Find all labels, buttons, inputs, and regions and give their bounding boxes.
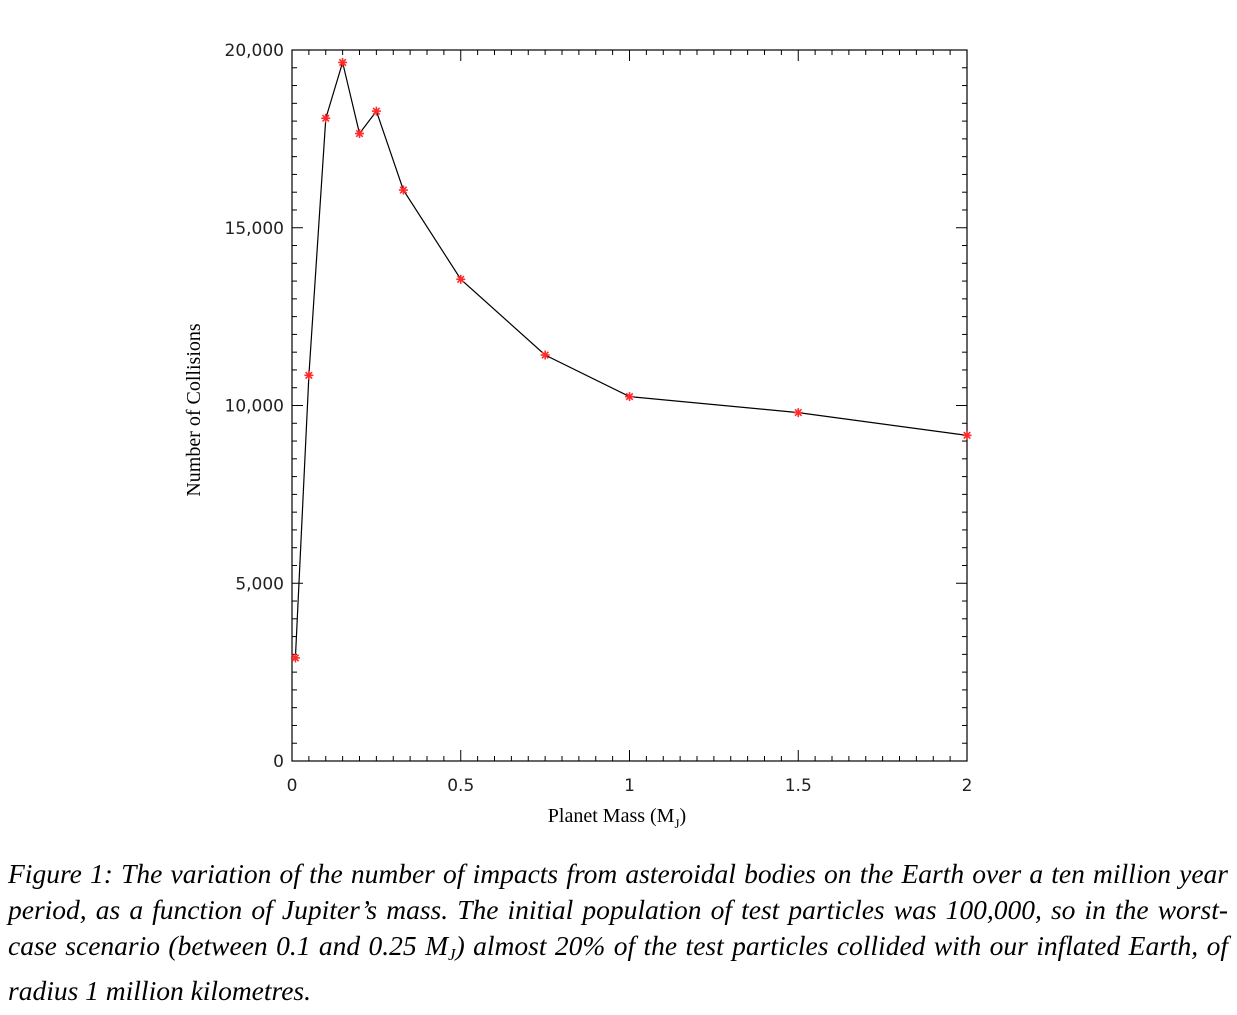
data-point-stroke (625, 392, 634, 401)
y-tick-label: 0 (273, 752, 284, 772)
caption-text: The variation of the number of impacts f… (8, 858, 1228, 961)
axes (291, 49, 968, 762)
tick-labels: 0 5,000 10,000 15,000 20,000 0 0.5 1 1.5 2 (225, 41, 973, 796)
data-point (962, 430, 972, 440)
x-tick-label: 1 (624, 776, 635, 796)
data-point-stroke (321, 114, 330, 123)
figure-caption: Figure 1: The variation of the number of… (8, 856, 1228, 1009)
x-axis-label: Planet Mass (MJ) (548, 805, 686, 831)
data-point-stroke (291, 654, 300, 662)
data-point-stroke (372, 107, 381, 115)
series-line (294, 60, 968, 658)
data-point (304, 370, 314, 380)
data-point (540, 350, 550, 360)
y-tick-label: 20,000 (225, 41, 284, 61)
plot-frame (291, 49, 968, 762)
data-point-stroke (794, 408, 803, 417)
collisions-chart: 0 5,000 10,000 15,000 20,000 0 0.5 1 1.5 2 Planet… (183, 41, 973, 831)
y-tick-label: 5,000 (235, 574, 284, 594)
data-line (294, 60, 968, 658)
data-point-stroke (355, 129, 364, 138)
y-tick-label: 10,000 (225, 397, 284, 417)
data-point-stroke (338, 58, 347, 67)
y-axis-label: Number of Collisions (183, 323, 205, 497)
y-tick-label: 15,000 (225, 219, 284, 239)
ticks (291, 49, 968, 762)
x-tick-label: 2 (962, 776, 973, 796)
data-markers (290, 57, 972, 663)
x-tick-label: 1.5 (785, 776, 812, 796)
data-point (290, 653, 300, 663)
x-tick-label: 0.5 (447, 776, 474, 796)
data-point-stroke (305, 371, 313, 380)
data-point (338, 57, 348, 67)
data-point (625, 392, 634, 402)
data-point (456, 274, 466, 284)
data-point (371, 106, 381, 116)
data-point (321, 113, 331, 123)
data-point-stroke (456, 275, 465, 284)
data-point-stroke (541, 351, 549, 359)
caption-subscript: J (448, 945, 456, 964)
caption-lead: Figure 1: (8, 858, 122, 889)
data-point-stroke (963, 431, 971, 440)
x-tick-label: 0 (287, 776, 298, 796)
caption-text-end: ) almost 20% of the test particles colli… (8, 930, 1228, 1006)
data-point-stroke (399, 186, 408, 194)
data-point (398, 185, 408, 195)
data-point (355, 129, 364, 139)
data-point (793, 408, 803, 418)
